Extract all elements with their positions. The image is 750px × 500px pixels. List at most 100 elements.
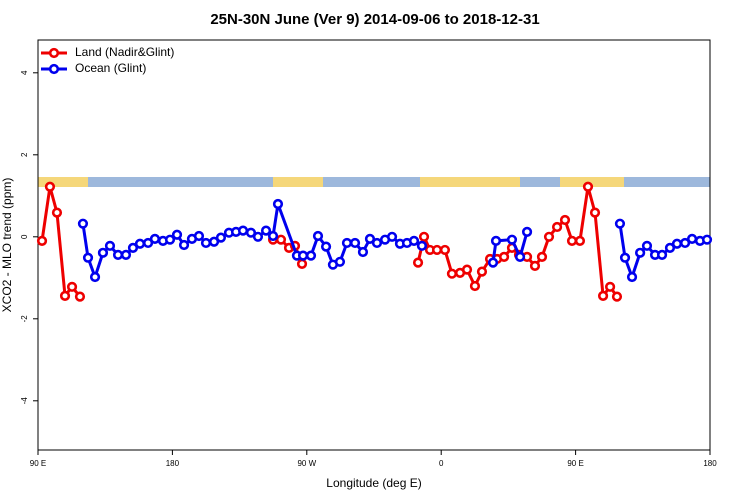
data-point [164, 234, 176, 245]
land-band [420, 177, 520, 187]
data-point [416, 240, 428, 251]
data-point [371, 237, 383, 249]
data-point [82, 252, 94, 263]
data-point [514, 251, 526, 262]
data-point [297, 250, 309, 261]
data-point [626, 271, 638, 283]
data-point [418, 231, 430, 242]
data-point [134, 238, 146, 249]
x-axis-label: Longitude (deg E) [326, 476, 421, 490]
data-point [252, 231, 264, 242]
y-axis-label: XCO2 - MLO trend (ppm) [0, 178, 14, 313]
data-point [619, 252, 631, 263]
data-point [551, 221, 563, 233]
data-point [178, 239, 190, 251]
data-point [582, 181, 594, 192]
legend-marker [48, 63, 60, 75]
land-band [38, 177, 88, 187]
chart-title: 25N-30N June (Ver 9) 2014-09-06 to 2018-… [210, 11, 539, 28]
plot-frame [37, 39, 711, 451]
data-point [604, 281, 616, 292]
legend-label: Land (Nadir&Glint) [75, 45, 174, 59]
data-point [498, 251, 510, 262]
data-point [611, 291, 623, 302]
data-point [200, 237, 212, 249]
data-point [559, 214, 571, 226]
data-point [469, 280, 481, 292]
data-point [671, 238, 683, 249]
x-tick-label: 90 E [30, 459, 46, 468]
data-point [408, 235, 420, 246]
data-point [656, 249, 668, 260]
data-point [272, 198, 284, 210]
data-point [529, 260, 541, 272]
data-point [334, 256, 346, 267]
data-point [597, 290, 609, 301]
data-point [490, 235, 502, 246]
data-point [614, 218, 626, 229]
x-tick-label: 180 [703, 459, 717, 468]
data-point [320, 241, 332, 252]
data-point [701, 234, 713, 245]
data-point [215, 232, 227, 243]
land-ocean-band [38, 177, 710, 187]
data-point [193, 230, 205, 242]
data-point [171, 229, 183, 240]
data-point [506, 234, 518, 245]
data-point [476, 266, 488, 277]
data-point [574, 235, 586, 246]
x-tick-label: 90 W [297, 459, 316, 468]
series-line [40, 185, 619, 298]
y-tick-label: -4 [20, 397, 29, 405]
y-tick-label: -2 [20, 315, 29, 323]
data-point [142, 237, 154, 249]
data-point [664, 242, 676, 253]
y-tick-label: 4 [20, 70, 29, 75]
x-tick-label: 180 [166, 459, 180, 468]
data-point [237, 225, 249, 236]
data-point [686, 233, 698, 244]
data-point [536, 251, 548, 262]
data-point [260, 225, 272, 236]
data-point [275, 234, 287, 245]
data-point [566, 235, 578, 246]
legend-label: Ocean (Glint) [75, 61, 146, 75]
data-point [439, 244, 451, 256]
data-point [357, 246, 369, 258]
data-point [312, 230, 324, 242]
data-point [679, 237, 691, 249]
data-point [446, 268, 458, 279]
data-point [44, 181, 56, 192]
data-point [112, 249, 124, 260]
data-point [120, 249, 132, 260]
data-point [267, 230, 279, 242]
data-point [127, 242, 139, 253]
data-point [431, 244, 443, 256]
land-band [273, 177, 323, 187]
data-point [97, 247, 109, 258]
data-point [36, 235, 48, 246]
data-point [635, 247, 646, 258]
data-point [461, 264, 473, 275]
data-point [296, 258, 308, 269]
data-point [149, 233, 161, 244]
data-point [386, 231, 398, 242]
data-point [589, 207, 601, 218]
land-band [560, 177, 624, 187]
data-point [543, 231, 555, 242]
data-point [364, 233, 376, 244]
y-tick-label: 2 [20, 152, 29, 157]
data-point [521, 226, 533, 237]
data-point [208, 236, 220, 247]
data-point [305, 250, 317, 261]
data-point [89, 271, 101, 283]
legend-marker [48, 47, 60, 59]
data-point [245, 227, 257, 238]
data-point [349, 237, 361, 249]
data-point [59, 290, 71, 301]
data-point [51, 207, 63, 218]
y-tick-label: 0 [20, 234, 29, 239]
ocean-band [38, 177, 710, 187]
data-point [341, 237, 353, 249]
